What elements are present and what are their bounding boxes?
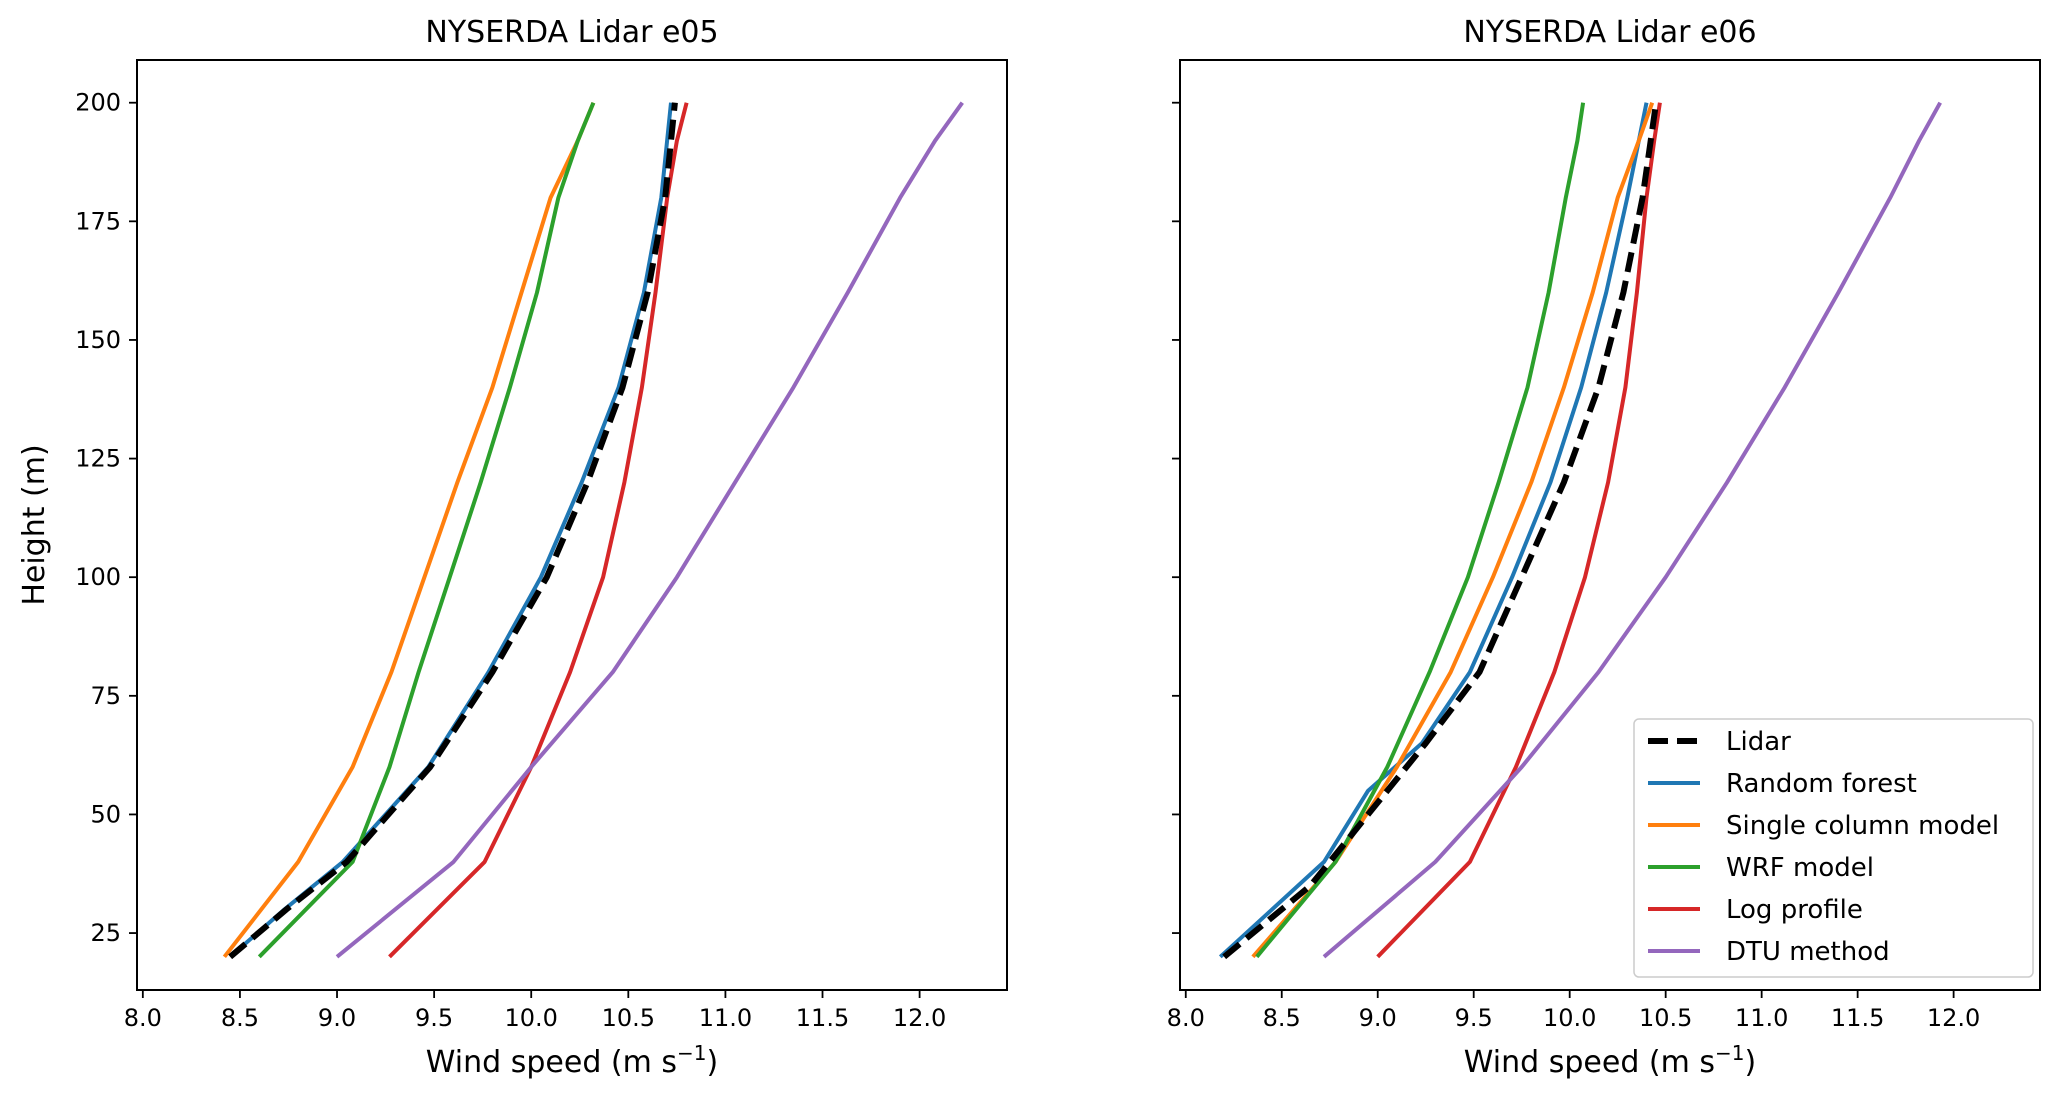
- series-line-dtu-method: [1322, 101, 1942, 959]
- series-line-random-forest: [1218, 102, 1649, 959]
- x-tick-label: 11.0: [699, 1004, 752, 1032]
- plot-frame: [136, 59, 1008, 991]
- series-line-single-column-model: [222, 101, 596, 959]
- series-line-wrf-model: [1255, 102, 1586, 959]
- x-tick-label: 9.0: [318, 1004, 356, 1032]
- legend-label: Random forest: [1726, 769, 1917, 799]
- series-line-log-profile: [388, 102, 689, 959]
- x-tick-label: 11.5: [796, 1004, 849, 1032]
- y-tick-label: 100: [75, 563, 121, 591]
- series-line-wrf-model: [257, 101, 596, 959]
- legend-label: Log profile: [1726, 895, 1863, 925]
- x-axis-label: Wind speed (m s−1): [1464, 1041, 1756, 1080]
- series-line-single-column-model: [1251, 102, 1655, 959]
- plot-frame: [1179, 59, 2041, 991]
- x-tick-label: 11.5: [1831, 1004, 1884, 1032]
- x-tick-label: 11.0: [1735, 1004, 1788, 1032]
- y-tick-label: 175: [75, 207, 121, 235]
- x-tick-label: 12.0: [1927, 1004, 1980, 1032]
- x-tick-label: 10.5: [1639, 1004, 1692, 1032]
- x-tick-label: 12.0: [893, 1004, 946, 1032]
- x-axis-label: Wind speed (m s−1): [426, 1041, 718, 1080]
- panel-e05: NYSERDA Lidar e05 8.0 8.5 9.0 9.5 10.0 10.5 11.…: [17, 15, 1008, 1080]
- x-tick-label: 8.0: [124, 1004, 162, 1032]
- series-line-lidar: [228, 102, 678, 960]
- legend-label: Single column model: [1726, 811, 1999, 841]
- legend-box: [1633, 718, 2034, 978]
- panel-e06: NYSERDA Lidar e06 8.0 8.5 9.0 9.5 10.0 10.5 11.…: [1167, 15, 2041, 1080]
- chart-title: NYSERDA Lidar e06: [1463, 15, 1756, 50]
- chart-title: NYSERDA Lidar e05: [425, 15, 718, 50]
- y-tick-label: 50: [90, 800, 121, 828]
- legend: Lidar Random forest Single column model WRF…: [1633, 718, 2034, 978]
- series-line-lidar: [1222, 102, 1660, 960]
- x-tick-label: 9.5: [1455, 1004, 1493, 1032]
- y-tick-label: 75: [90, 682, 121, 710]
- x-tick-label: 10.0: [505, 1004, 558, 1032]
- x-tick-label: 8.0: [1167, 1004, 1205, 1032]
- legend-label: Lidar: [1726, 727, 1791, 757]
- x-tick-label: 9.0: [1359, 1004, 1397, 1032]
- series-line-dtu-method: [335, 101, 964, 959]
- legend-label: WRF model: [1726, 853, 1874, 883]
- x-tick-label: 8.5: [1263, 1004, 1301, 1032]
- y-tick-label: 150: [75, 326, 121, 354]
- y-tick-label: 200: [75, 89, 121, 117]
- x-tick-label: 9.5: [415, 1004, 453, 1032]
- x-tick-label: 10.0: [1543, 1004, 1596, 1032]
- legend-label: DTU method: [1726, 937, 1890, 967]
- y-axis-label: Height (m): [17, 444, 52, 605]
- x-tick-label: 8.5: [221, 1004, 259, 1032]
- series-line-log-profile: [1376, 102, 1662, 959]
- y-tick-label: 25: [90, 919, 121, 947]
- x-tick-label: 10.5: [602, 1004, 655, 1032]
- y-tick-label: 125: [75, 445, 121, 473]
